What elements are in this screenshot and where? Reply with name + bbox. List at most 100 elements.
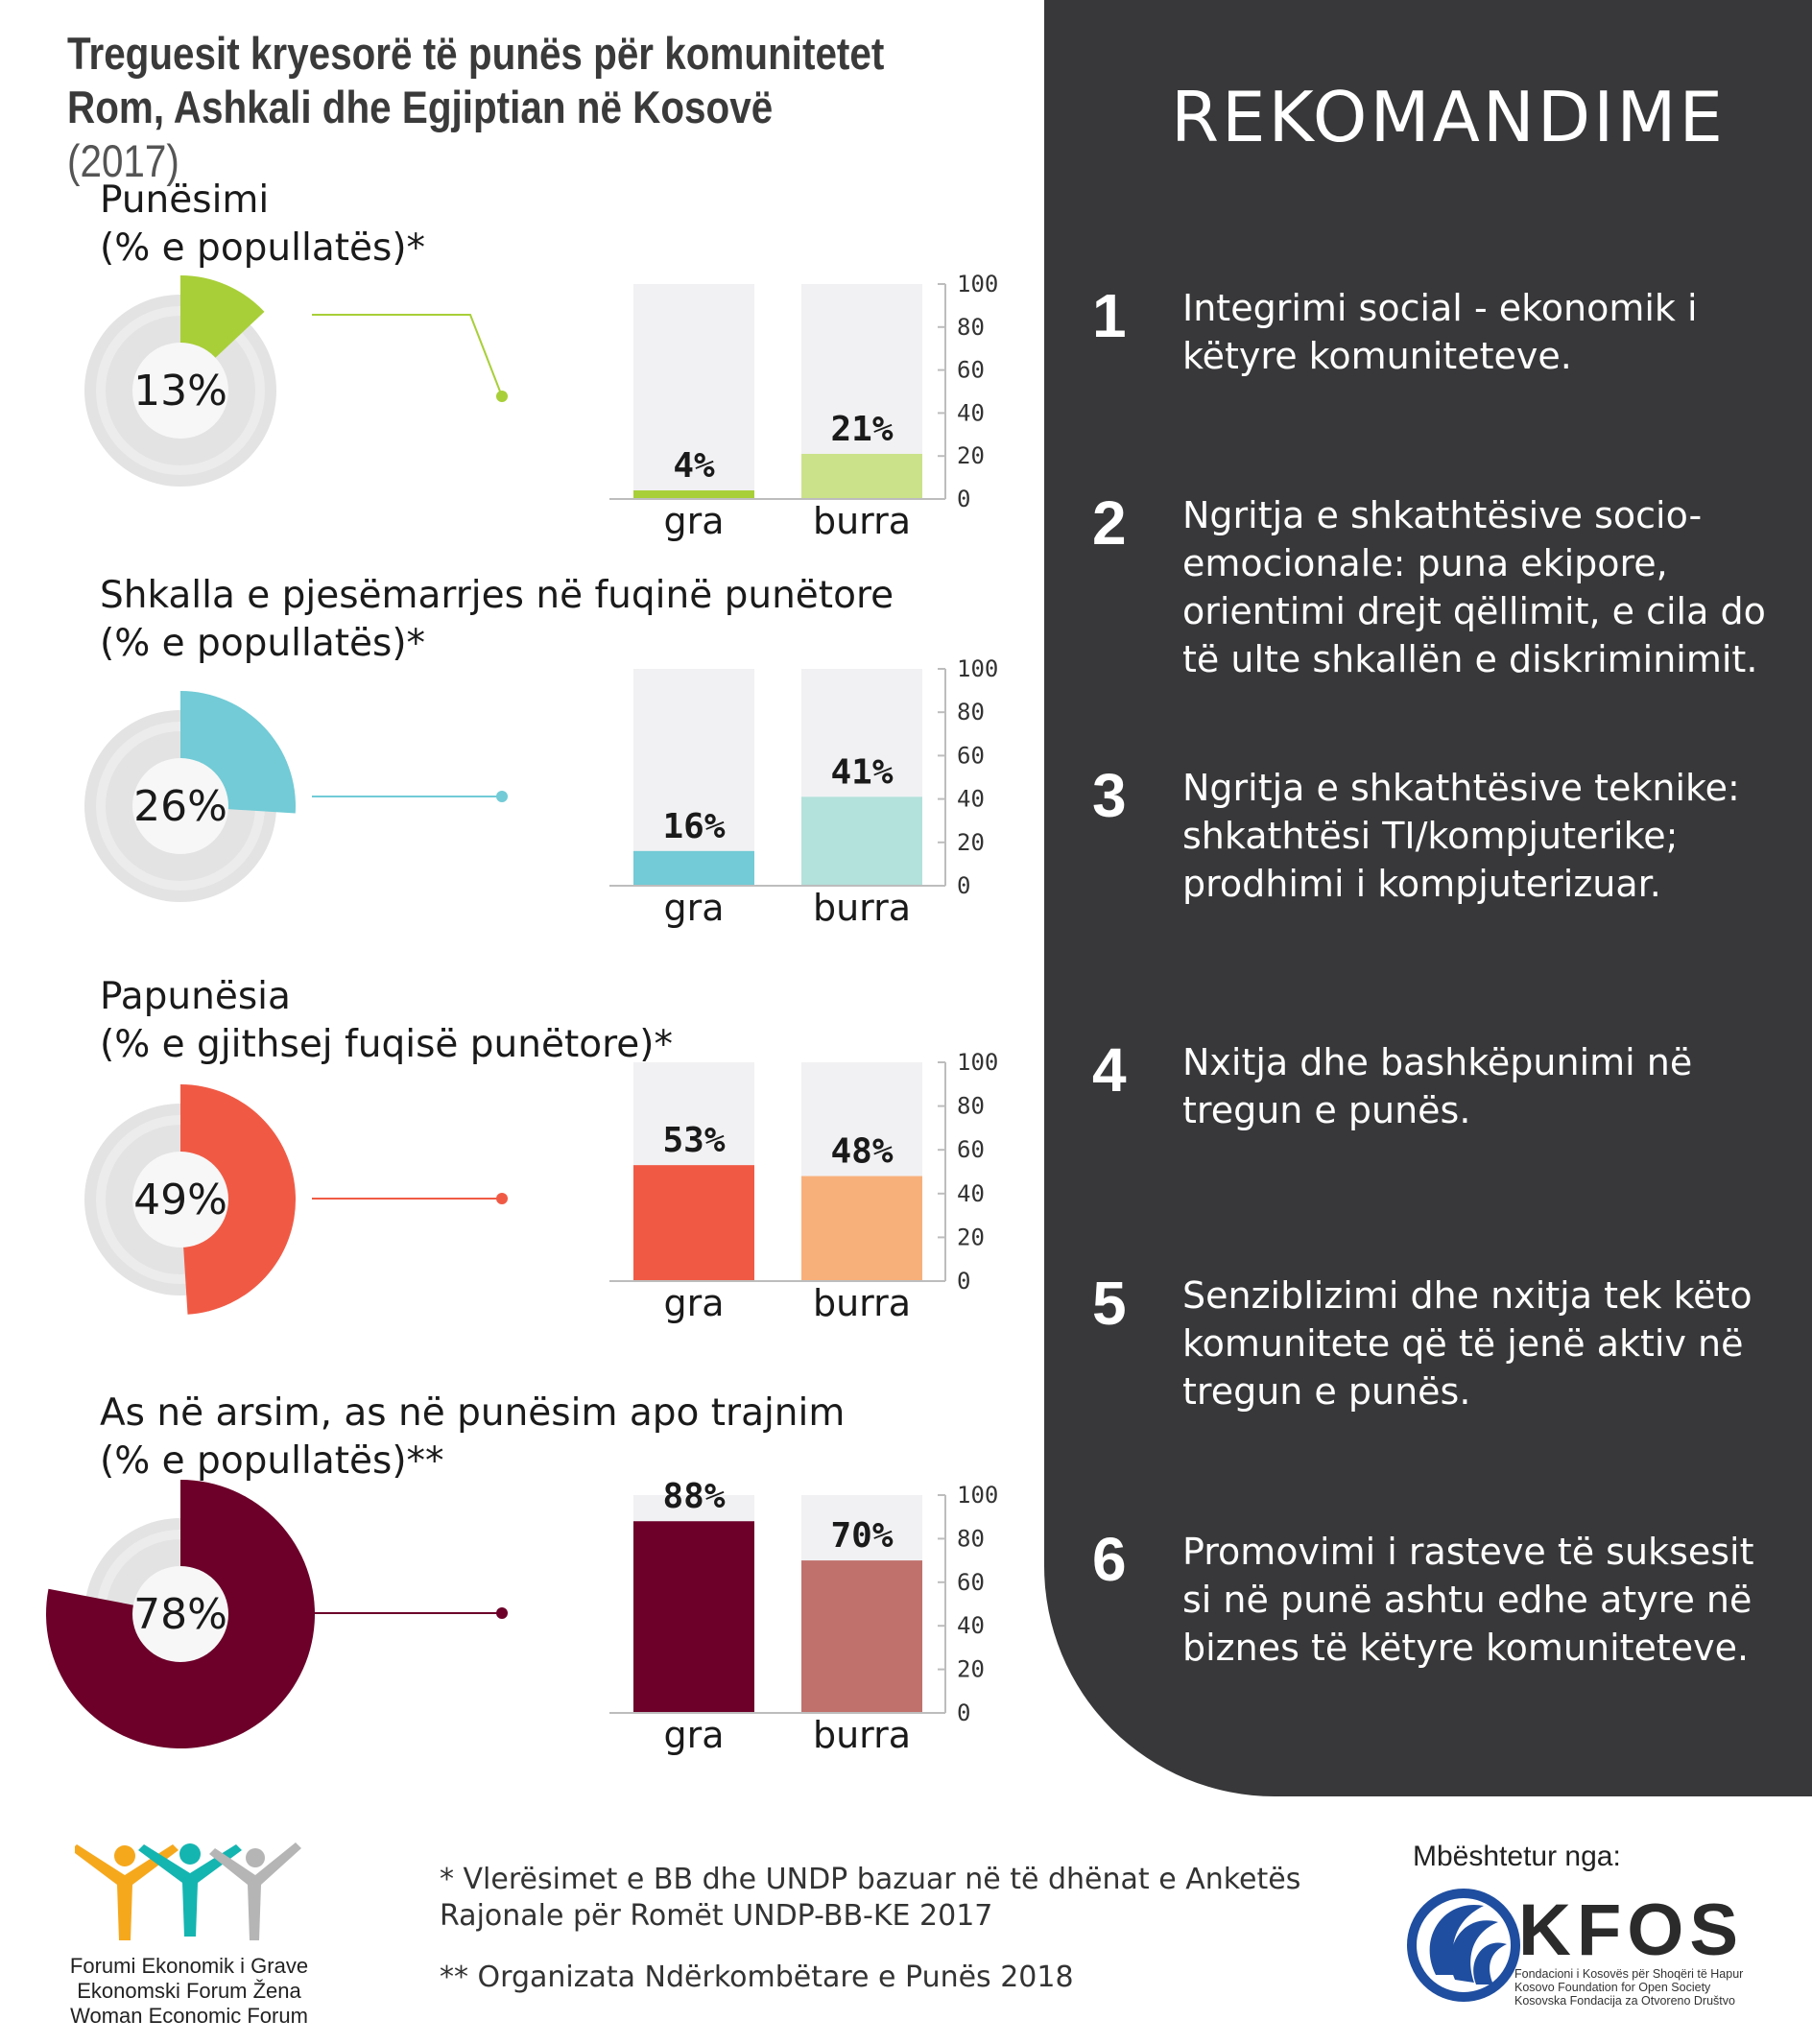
recommendation-text-6: Promovimi i rasteve të suksesit si në pu… [1182, 1531, 1754, 1669]
y-tick-label: 80 [957, 314, 985, 341]
section-title: As në arsim, as në punësim apo trajnim (… [100, 1390, 845, 1485]
y-tick-label: 20 [957, 1224, 985, 1250]
y-tick-label: 0 [957, 486, 970, 512]
donut-center [132, 1566, 228, 1662]
y-tick-label: 0 [957, 1699, 970, 1726]
recommendation-text-3: Ngritja e shkathtësive teknike: shkathtë… [1182, 767, 1740, 905]
bar-burra [801, 453, 922, 499]
connector-dot [496, 1607, 508, 1619]
y-tick-label: 20 [957, 1656, 985, 1683]
y-tick-label: 100 [957, 1049, 998, 1076]
indicator-chart: 78% 88% gra 70% burra 100 80 60 40 20 0 [46, 1477, 998, 1756]
y-tick-label: 60 [957, 357, 985, 384]
y-tick-label: 40 [957, 399, 985, 426]
bar-gra [633, 490, 754, 499]
connector-line [312, 314, 503, 397]
y-tick-label: 100 [957, 271, 998, 297]
bar-burra [801, 1176, 922, 1281]
category-label-burra: burra [813, 500, 911, 542]
donut-center [132, 758, 228, 854]
bar-burra [801, 1560, 922, 1713]
bar-track-gra [633, 669, 754, 886]
logo-left-text: Forumi Ekonomik i Grave Ekonomski Forum … [60, 1954, 319, 2029]
y-tick-label: 60 [957, 1569, 985, 1596]
connector-dot [496, 791, 508, 802]
bar-value-label-burra: 48% [830, 1132, 893, 1172]
recommendation-text-1: Integrimi social - ekonomik i këtyre kom… [1182, 287, 1698, 377]
section-subtitle: (% e gjithsej fuqisë punëtore)* [100, 1023, 674, 1066]
bar-value-label-gra: 16% [662, 807, 725, 846]
recommendation-number-4: 4 [1092, 1035, 1127, 1105]
title-main: Treguesit kryesorë të punës për komunite… [67, 28, 885, 132]
bar-gra [633, 1521, 754, 1713]
recommendations-panel [1044, 0, 1812, 1796]
donut-total-label: 26% [133, 782, 227, 831]
y-tick-label: 100 [957, 1482, 998, 1509]
logo-figure-grey [209, 1842, 301, 1940]
section-title-main: Papunësia [100, 975, 291, 1018]
donut-total-label: 13% [133, 367, 227, 416]
y-tick-label: 100 [957, 655, 998, 682]
donut-total-label: 49% [133, 1176, 227, 1224]
indicator-chart: 13% 4% gra 21% burra 100 80 60 40 20 0 [84, 271, 998, 542]
y-tick-label: 20 [957, 829, 985, 856]
y-tick-label: 40 [957, 1612, 985, 1639]
supported-by-label: Mbështetur nga: [1413, 1841, 1621, 1872]
y-tick-label: 80 [957, 1093, 985, 1120]
y-tick-label: 60 [957, 1136, 985, 1163]
kfos-logo-name: KFOS [1518, 1890, 1745, 1971]
section-title-main: Punësimi [100, 178, 270, 222]
y-tick-label: 0 [957, 1268, 970, 1295]
kfos-sub-2: Kosovo Foundation for Open Society [1514, 1981, 1711, 1994]
bar-burra [801, 796, 922, 886]
bar-gra [633, 1165, 754, 1281]
recommendation-text-5: Senziblizimi dhe nxitja tek këto komunit… [1182, 1274, 1752, 1413]
bar-value-label-gra: 4% [673, 446, 715, 486]
page-title: Treguesit kryesorë të punës për komunite… [67, 27, 893, 188]
recommendations-heading: REKOMANDIME [1171, 77, 1726, 157]
footnote-1: * Vlerësimet e BB dhe UNDP bazuar në të … [440, 1863, 1301, 1933]
logo-figure-orange [75, 1844, 179, 1940]
title-year: (2017) [67, 135, 179, 186]
donut-center [132, 343, 228, 439]
section-title: Punësimi (% e popullatës)* [100, 177, 425, 273]
section-subtitle: (% e popullatës)** [100, 1439, 444, 1483]
indicator-chart: 26% 16% gra 41% burra 100 80 60 40 20 0 [84, 655, 998, 929]
recommendation-number-1: 1 [1092, 281, 1127, 350]
recommendation-number-6: 6 [1092, 1525, 1127, 1594]
recommendation-text-2: Ngritja e shkathtësive socio-emocionale:… [1182, 494, 1766, 680]
footnote-2: ** Organizata Ndërkombëtare e Punës 2018 [440, 1961, 1074, 1994]
section-title: Shkalla e pjesëmarrjes në fuqinë punëtor… [100, 572, 894, 668]
y-tick-label: 20 [957, 442, 985, 469]
bar-value-label-burra: 41% [830, 752, 893, 792]
section-title-main: As në arsim, as në punësim apo trajnim [100, 1391, 846, 1435]
connector-dot [496, 391, 508, 402]
y-tick-label: 60 [957, 742, 985, 769]
category-label-gra: gra [663, 1282, 724, 1324]
y-tick-label: 0 [957, 872, 970, 899]
bar-track-gra [633, 284, 754, 499]
donut-center [132, 1152, 228, 1248]
donut-total-wedge [180, 1084, 297, 1315]
section-title-main: Shkalla e pjesëmarrjes në fuqinë punëtor… [100, 574, 894, 617]
bar-gra [633, 850, 754, 886]
category-label-gra: gra [663, 887, 724, 929]
bar-value-label-burra: 21% [830, 410, 893, 449]
category-label-gra: gra [663, 1714, 724, 1756]
bar-value-label-gra: 88% [662, 1477, 725, 1516]
indicator-chart: 49% 53% gra 48% burra 100 80 60 40 20 0 [84, 1049, 998, 1324]
kfos-sub-1: Fondacioni i Kosovës për Shoqëri të Hapu… [1514, 1967, 1744, 1981]
logo-left-line-2: Ekonomski Forum Žena [77, 1979, 301, 2003]
recommendation-number-5: 5 [1092, 1269, 1127, 1338]
logo-figure-teal [138, 1843, 242, 1937]
y-tick-label: 80 [957, 1525, 985, 1552]
kfos-sub-3: Kosovska Fondacija za Otvoreno Društvo [1514, 1994, 1735, 2008]
donut-total-label: 78% [133, 1590, 227, 1639]
connector-dot [496, 1193, 508, 1204]
y-tick-label: 40 [957, 786, 985, 813]
logo-left-line-1: Forumi Ekonomik i Grave [69, 1954, 309, 1978]
section-subtitle: (% e popullatës)* [100, 226, 426, 270]
section-subtitle: (% e popullatës)* [100, 622, 426, 665]
category-label-gra: gra [663, 500, 724, 542]
category-label-burra: burra [813, 1714, 911, 1756]
